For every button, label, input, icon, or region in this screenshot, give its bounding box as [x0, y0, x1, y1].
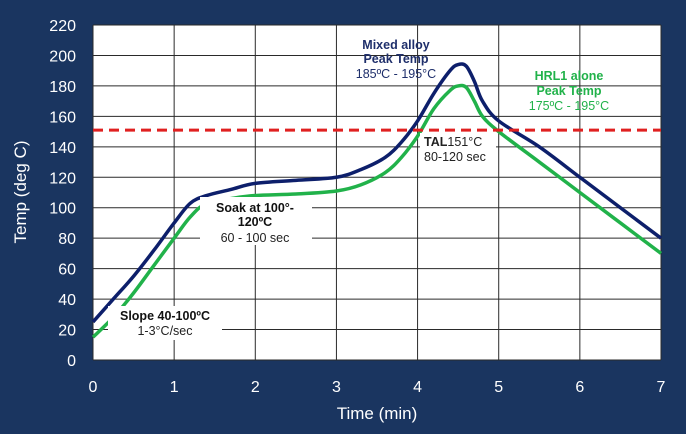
- x-tick-labels: 0 1 2 3 4 5 6 7: [89, 379, 666, 396]
- y-tick-label-0: 0: [67, 353, 76, 370]
- tal-label: TAL151°C: [424, 135, 482, 149]
- y-tick-label-80: 80: [58, 231, 76, 248]
- y-tick-labels: 0 20 40 60 80 100 120 140 160 180 200 220: [49, 18, 76, 370]
- hrl1-range: 175ºC - 195°C: [529, 99, 609, 113]
- x-tick-label-6: 6: [575, 379, 584, 396]
- series-line-1: [91, 62, 663, 324]
- y-tick-label-100: 100: [49, 201, 76, 218]
- hrl1-title-line2: Peak Temp: [536, 84, 601, 98]
- x-tick-label-0: 0: [89, 379, 98, 396]
- x-tick-label-7: 7: [657, 379, 666, 396]
- y-tick-label-220: 220: [49, 18, 76, 35]
- y-tick-label-120: 120: [49, 170, 76, 187]
- soak-label-box: [200, 197, 312, 245]
- y-tick-label-40: 40: [58, 292, 76, 309]
- slope-title: Slope 40-100ºC: [120, 309, 210, 323]
- x-tick-label-5: 5: [494, 379, 503, 396]
- x-tick-label-1: 1: [170, 379, 179, 396]
- mixed-alloy-title-line1: Mixed alloy: [362, 38, 429, 52]
- y-tick-label-180: 180: [49, 79, 76, 96]
- soak-title-line1: Soak at 100°-: [216, 201, 294, 215]
- y-tick-label-200: 200: [49, 48, 76, 65]
- tal-label-box: [420, 133, 496, 165]
- x-tick-label-3: 3: [332, 379, 341, 396]
- soak-range: 60 - 100 sec: [221, 231, 290, 245]
- y-axis-title: Temp (deg C): [11, 141, 30, 244]
- y-tick-label-60: 60: [58, 262, 76, 279]
- tal-range: 80-120 sec: [424, 150, 486, 164]
- soak-title-line2: 120ºC: [238, 215, 272, 229]
- hrl1-title-line1: HRL1 alone: [535, 69, 604, 83]
- tal-label-name: TAL: [424, 135, 448, 149]
- slope-range: 1-3°C/sec: [137, 324, 192, 338]
- x-tick-label-4: 4: [413, 379, 422, 396]
- slope-label-box: [108, 306, 222, 340]
- y-tick-label-160: 160: [49, 109, 76, 126]
- y-tick-label-140: 140: [49, 140, 76, 157]
- x-axis-title: Time (min): [337, 404, 418, 423]
- mixed-alloy-range: 185ºC - 195°C: [356, 67, 436, 81]
- mixed-alloy-title-line2: Peak Temp: [363, 52, 428, 66]
- plot-area: [93, 25, 661, 360]
- x-tick-label-2: 2: [251, 379, 260, 396]
- y-tick-label-20: 20: [58, 323, 76, 340]
- tal-label-value: 151°C: [447, 135, 482, 149]
